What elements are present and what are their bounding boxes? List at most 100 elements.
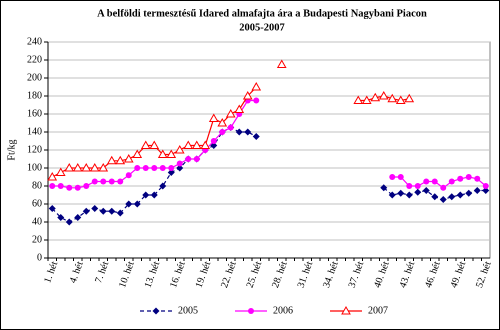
point	[191, 140, 202, 149]
point	[225, 108, 236, 118]
point	[159, 182, 167, 190]
point	[361, 95, 372, 104]
point	[125, 172, 132, 179]
point	[142, 165, 149, 171]
point	[405, 191, 413, 199]
point	[65, 218, 73, 226]
point	[149, 140, 160, 149]
point	[353, 95, 364, 104]
point	[81, 162, 92, 172]
point	[210, 142, 218, 149]
point	[167, 169, 175, 176]
point	[185, 156, 192, 162]
point	[48, 205, 56, 212]
y-axis-label: Ft/kg	[6, 139, 17, 160]
point	[235, 128, 243, 136]
point	[89, 162, 100, 172]
point	[72, 162, 83, 172]
point	[397, 189, 405, 197]
point	[440, 184, 447, 191]
point	[252, 133, 260, 140]
point	[253, 97, 260, 104]
point	[91, 205, 99, 212]
point	[64, 162, 75, 172]
point	[66, 184, 73, 191]
point	[276, 59, 287, 68]
legend-marker	[341, 305, 351, 315]
point	[117, 178, 124, 185]
y-tick-label: 220	[27, 54, 42, 65]
point	[414, 183, 421, 189]
point	[251, 81, 262, 91]
point	[57, 183, 64, 189]
point	[176, 160, 183, 167]
point	[378, 90, 389, 100]
point	[49, 183, 56, 189]
point	[457, 175, 464, 182]
point	[482, 183, 489, 189]
point	[133, 200, 141, 208]
point	[208, 113, 219, 122]
y-tick-label: 60	[32, 198, 42, 209]
point	[465, 189, 473, 197]
point	[99, 207, 107, 215]
y-tick-label: 180	[27, 90, 42, 101]
y-tick-label: 20	[32, 234, 42, 245]
point	[140, 140, 151, 149]
point	[193, 156, 200, 162]
point	[106, 155, 117, 165]
point	[431, 193, 439, 201]
legend-label: 2007	[368, 305, 388, 316]
point	[200, 140, 211, 149]
legend-label: 2005	[178, 305, 198, 316]
point	[57, 214, 65, 221]
point	[98, 162, 109, 172]
point	[404, 93, 415, 103]
point	[370, 92, 381, 102]
chart-subtitle: 2005-2007	[239, 22, 285, 33]
point	[448, 178, 455, 185]
point	[210, 138, 217, 144]
point	[414, 188, 422, 196]
legend-marker	[248, 308, 254, 314]
point	[395, 95, 406, 104]
point	[482, 187, 490, 194]
point	[82, 207, 90, 215]
point	[123, 153, 134, 163]
point	[142, 191, 150, 199]
point	[242, 90, 253, 100]
point	[134, 165, 141, 171]
point	[439, 196, 447, 203]
point	[166, 149, 177, 158]
point	[388, 191, 396, 199]
point	[219, 129, 226, 135]
point	[244, 128, 252, 136]
legend-label: 2006	[273, 305, 293, 316]
y-tick-label: 100	[27, 162, 42, 173]
y-tick-label: 40	[32, 216, 42, 227]
point	[132, 149, 143, 158]
point	[125, 200, 133, 208]
y-tick-label: 200	[27, 72, 42, 83]
legend-marker	[152, 307, 160, 315]
y-tick-label: 160	[27, 108, 42, 119]
point	[108, 207, 116, 215]
point	[74, 214, 82, 221]
point	[157, 149, 168, 158]
chart-title: A belföldi termesztésű Idared almafajta …	[97, 8, 427, 19]
y-tick-label: 120	[27, 144, 42, 155]
point	[47, 171, 58, 181]
point	[389, 174, 396, 180]
point	[176, 164, 184, 172]
point	[159, 165, 166, 171]
point	[74, 184, 81, 191]
point	[55, 167, 66, 176]
y-tick-label: 140	[27, 126, 42, 137]
point	[380, 184, 388, 192]
y-tick-label: 80	[32, 180, 42, 191]
point	[108, 178, 115, 185]
point	[116, 209, 124, 217]
point	[423, 178, 430, 185]
point	[183, 140, 194, 149]
